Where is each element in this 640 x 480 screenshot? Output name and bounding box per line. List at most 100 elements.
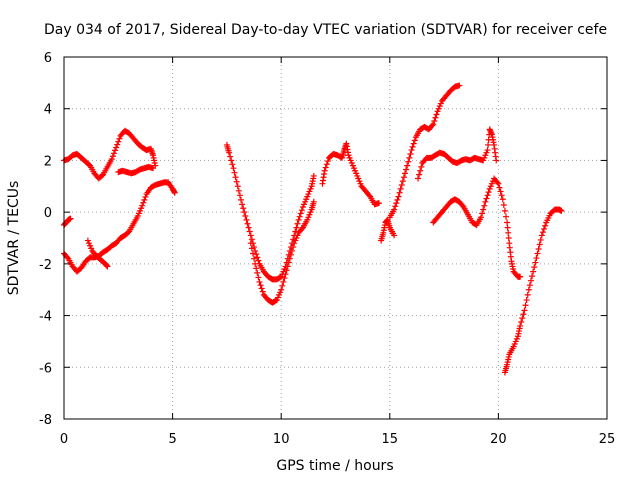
data-point bbox=[241, 209, 248, 216]
x-axis-label: GPS time / hours bbox=[276, 458, 393, 474]
x-tick-label: 5 bbox=[168, 432, 176, 447]
data-point bbox=[482, 198, 489, 205]
data-point bbox=[523, 297, 530, 304]
y-tick-labels: -8 -6 -4 -2 0 2 4 6 bbox=[39, 51, 52, 428]
data-point bbox=[110, 150, 117, 157]
data-point bbox=[322, 164, 329, 171]
y-tick-label: 2 bbox=[44, 154, 52, 169]
data-point bbox=[366, 192, 373, 199]
data-point bbox=[375, 200, 382, 207]
data-point bbox=[493, 157, 500, 164]
data-point bbox=[418, 163, 425, 170]
data-point bbox=[254, 254, 261, 261]
data-point bbox=[257, 282, 264, 289]
data-point bbox=[141, 196, 148, 203]
data-point bbox=[495, 180, 502, 187]
data-point bbox=[242, 213, 249, 220]
data-point bbox=[259, 288, 266, 295]
data-point bbox=[459, 202, 466, 209]
grid bbox=[64, 57, 607, 419]
data-point bbox=[248, 245, 255, 252]
data-point bbox=[485, 141, 492, 148]
data-point bbox=[526, 282, 533, 289]
data-point bbox=[247, 232, 254, 239]
data-point bbox=[114, 141, 121, 148]
data-point bbox=[456, 82, 463, 89]
data-point bbox=[393, 200, 400, 207]
data-point bbox=[404, 162, 411, 169]
data-point bbox=[278, 286, 285, 293]
data-point bbox=[239, 201, 246, 208]
data-point bbox=[281, 275, 288, 282]
data-point bbox=[541, 225, 548, 232]
data-point bbox=[500, 202, 507, 209]
data-point bbox=[530, 268, 537, 275]
data-point bbox=[517, 322, 524, 329]
data-point bbox=[285, 259, 292, 266]
data-point bbox=[243, 216, 250, 223]
data-point bbox=[527, 277, 534, 284]
data-point bbox=[226, 149, 233, 156]
data-point bbox=[247, 240, 254, 247]
data-point bbox=[504, 219, 511, 226]
axis-ticks bbox=[63, 56, 608, 420]
data-point bbox=[533, 255, 540, 262]
data-point bbox=[538, 232, 545, 239]
data-point bbox=[408, 147, 415, 154]
data-point bbox=[283, 267, 290, 274]
data-point bbox=[233, 178, 240, 185]
data-point bbox=[400, 174, 407, 181]
data-point bbox=[411, 137, 418, 144]
data-point bbox=[249, 250, 256, 257]
data-point bbox=[231, 169, 238, 176]
data-point bbox=[256, 278, 263, 285]
data-point bbox=[539, 229, 546, 236]
data-point bbox=[321, 167, 328, 174]
y-tick-label: 6 bbox=[44, 51, 52, 66]
y-tick-label: 0 bbox=[44, 206, 52, 221]
data-point bbox=[253, 265, 260, 272]
data-point bbox=[254, 269, 261, 276]
y-tick-label: -8 bbox=[39, 413, 52, 428]
data-point bbox=[504, 224, 511, 231]
data-point bbox=[395, 193, 402, 200]
data-point bbox=[310, 172, 317, 179]
x-tick-label: 20 bbox=[490, 432, 507, 447]
data-point bbox=[251, 255, 258, 262]
data-point bbox=[140, 199, 147, 206]
y-axis-label: SDTVAR / TECUs bbox=[6, 181, 22, 296]
data-point bbox=[258, 285, 265, 292]
data-point bbox=[433, 111, 440, 118]
data-point bbox=[391, 232, 398, 239]
data-point bbox=[524, 291, 531, 298]
data-point bbox=[429, 122, 436, 129]
data-point bbox=[483, 195, 490, 202]
data-point bbox=[505, 229, 512, 236]
data-point bbox=[310, 198, 317, 205]
data-point bbox=[279, 282, 286, 289]
x-tick-label: 0 bbox=[60, 432, 68, 447]
data-point bbox=[112, 147, 119, 154]
data-point bbox=[248, 236, 255, 243]
data-point bbox=[406, 154, 413, 161]
x-tick-label: 15 bbox=[382, 432, 399, 447]
y-tick-label: 4 bbox=[44, 103, 52, 118]
data-point bbox=[232, 174, 239, 181]
data-point bbox=[255, 274, 262, 281]
data-point bbox=[505, 235, 512, 241]
data-point bbox=[282, 271, 289, 278]
data-point bbox=[109, 153, 116, 160]
data-point bbox=[536, 241, 543, 248]
data-point bbox=[108, 156, 115, 163]
data-point bbox=[294, 220, 301, 227]
data-point bbox=[280, 278, 287, 285]
data-point bbox=[235, 187, 242, 194]
data-point bbox=[415, 175, 422, 182]
data-point bbox=[537, 236, 544, 243]
data-point bbox=[517, 273, 524, 280]
plot-frame bbox=[63, 56, 608, 420]
data-point bbox=[253, 251, 260, 258]
y-tick-label: -2 bbox=[39, 258, 52, 273]
data-point bbox=[142, 193, 149, 200]
